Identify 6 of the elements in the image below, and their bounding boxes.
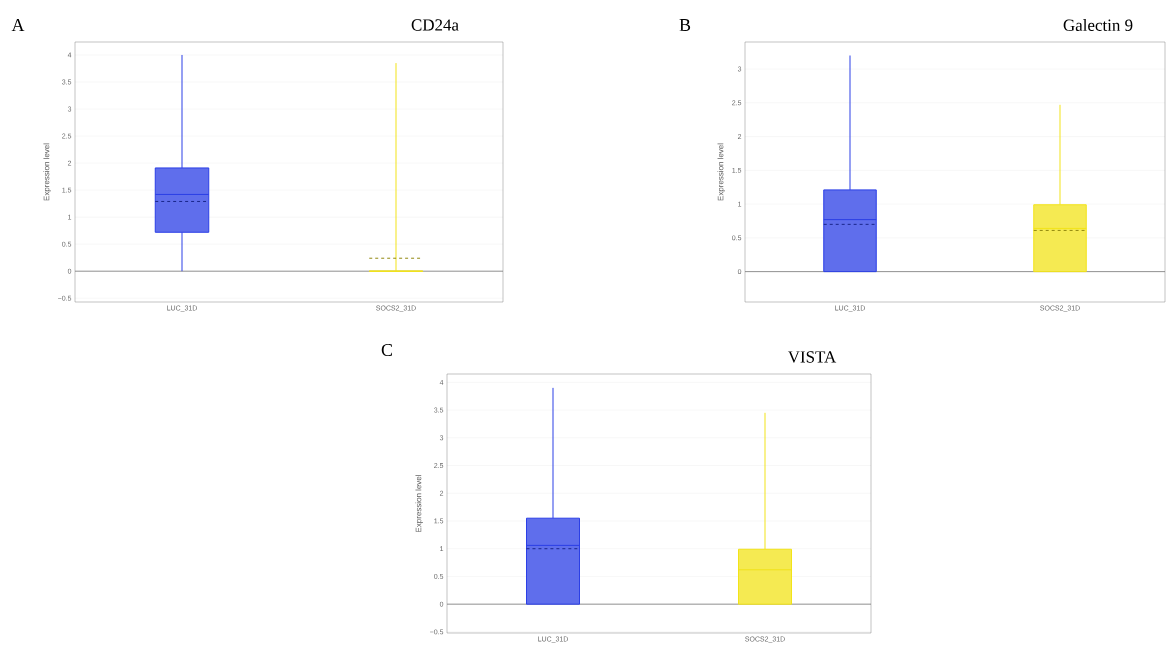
text: A [11, 19, 25, 31]
chart-title: CD24a [411, 19, 459, 31]
chart-title: VISTA [787, 351, 837, 363]
text: C [381, 343, 392, 357]
text: B [679, 19, 691, 31]
chart-title: Galectin 9 [1063, 19, 1133, 31]
